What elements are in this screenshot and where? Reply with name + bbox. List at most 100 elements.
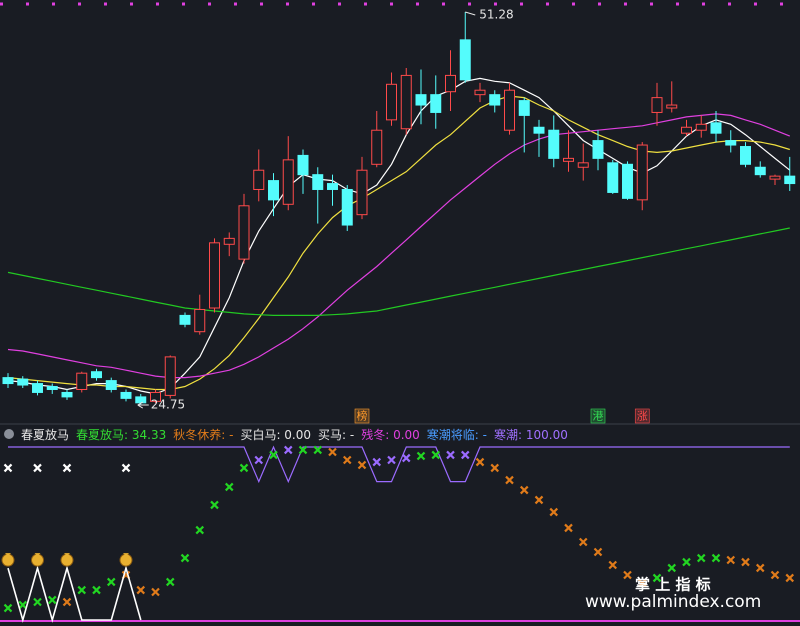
cross-marker [446,450,455,460]
candle-body [46,386,58,390]
cross-marker [755,563,765,573]
cross-marker [711,553,721,563]
candle-body [725,140,737,146]
candle-body [740,146,751,165]
cross-marker [534,495,544,505]
candle-body [666,104,678,109]
cross-marker [165,577,175,587]
cross-marker [313,445,323,455]
candle-body [592,140,604,159]
candle-body [2,377,14,385]
indicator-header: 春夏放马 春夏放马: 34.33 秋冬休养: - 买白马: 0.00 买马: - 残冬: … [4,426,568,442]
cross-marker [416,451,426,461]
candle-body [651,97,663,113]
cross-marker [460,450,470,460]
candle-body [474,89,486,96]
money-bag-knot [5,553,11,556]
candle-body [135,396,147,404]
ma-line [7,77,791,395]
cross-marker [269,450,278,460]
cross-marker [254,455,264,465]
candle-body [415,94,427,106]
signal-tag [634,408,650,424]
cross-marker [3,463,13,473]
candle-body [91,371,102,379]
cross-marker [387,455,396,465]
candle-body [563,157,574,162]
cross-marker [195,525,205,535]
cross-marker [210,500,219,510]
money-bag-knot [34,553,41,556]
candle-body [312,174,324,190]
candle-body [430,94,442,113]
spike-line [7,565,142,623]
cross-marker [623,570,632,580]
money-bag [60,553,74,567]
cross-marker [637,578,647,588]
cross-marker [741,557,750,567]
candle-body [710,122,722,134]
candle-body [32,383,43,393]
cross-marker [726,555,736,565]
cross-marker [224,482,234,492]
candle-body [504,89,515,131]
cross-marker [18,600,28,610]
cross-marker [667,563,677,573]
candle-body [695,123,707,131]
header-item: 春夏放马: 34.33 [76,427,167,442]
cross-marker [652,573,662,583]
cross-marker [106,577,116,587]
high-pointer [465,11,476,16]
cross-marker [431,450,441,460]
cross-marker [47,595,57,605]
candle-body [577,162,589,168]
candle-body [105,380,117,390]
candle-body [327,183,338,190]
cross-marker [578,537,588,547]
candle-body [533,126,545,134]
cross-marker [564,523,573,533]
cross-marker [33,597,42,607]
candle-body [253,169,265,190]
cross-marker [593,547,603,557]
signal-label: 港 [593,410,604,423]
money-bag [31,553,44,567]
cross-marker [283,445,293,455]
money-bag-body [31,553,44,567]
cross-marker [33,463,42,473]
header-item: 残冬: 0.00 [361,427,420,442]
candle-body [681,126,692,134]
ma-line [7,95,790,391]
candle-body [445,74,456,93]
cross-marker [180,553,190,563]
header-item: 买马: - [318,427,355,442]
cross-marker [490,463,500,473]
cross-marker [505,475,514,485]
header-item: 春夏放马 [21,427,70,442]
candle-body [754,166,766,176]
candle-body [636,144,648,201]
cross-marker [342,455,352,465]
cross-marker [239,463,249,473]
candle-body [17,378,29,386]
money-bag-body [60,553,74,567]
cross-marker [92,585,101,595]
candle-body [622,163,633,199]
candle-body [164,356,176,396]
money-bag [1,553,15,567]
candle-body [400,74,412,130]
header-item: 寒潮将临: - [426,427,487,442]
cross-marker [77,585,87,595]
money-bag-body [1,553,15,567]
watermark-url: www.palmindex.com [585,592,761,612]
cross-marker [298,445,308,455]
cross-marker [136,585,146,595]
signal-label: 榜 [357,409,368,423]
ma-line [7,227,790,316]
cross-marker [475,457,485,467]
collapse-icon[interactable] [4,429,14,439]
header-item: 买白马: 0.00 [240,427,312,442]
candle-body [459,39,471,81]
cross-marker [682,557,691,567]
